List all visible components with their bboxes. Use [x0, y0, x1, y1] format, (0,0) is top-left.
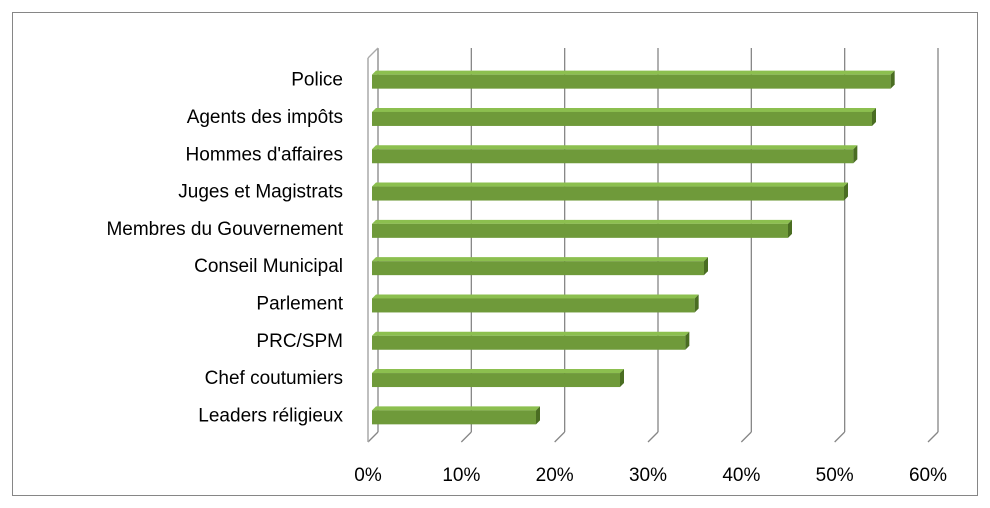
bar-front-face: [372, 261, 704, 276]
floor-tick: [647, 431, 659, 443]
bar-front-face: [372, 149, 854, 164]
bar-top-face: [372, 70, 895, 75]
bar-front-face: [372, 74, 891, 89]
bar-top-face: [372, 406, 540, 411]
bar-end-face: [890, 70, 895, 89]
bar-end-face: [853, 145, 858, 164]
bar: [372, 219, 792, 238]
bar-top-face: [372, 294, 699, 299]
bar: [372, 182, 848, 201]
bar: [372, 70, 895, 89]
bar-top-face: [372, 219, 792, 224]
bar-end-face: [788, 219, 792, 238]
category-label: Membres du Gouvernement: [106, 219, 343, 240]
left-wall-top: [367, 47, 379, 59]
x-tick-label: 60%: [909, 465, 947, 486]
x-tick-label: 50%: [816, 465, 854, 486]
bar: [372, 107, 876, 126]
bar-top-face: [372, 107, 876, 112]
floor-tick: [834, 431, 846, 443]
bar-front-face: [372, 410, 536, 425]
floor-tick: [740, 431, 752, 443]
category-label: Juges et Magistrats: [178, 182, 343, 203]
bar-front-face: [372, 335, 686, 350]
category-label: Chef coutumiers: [205, 368, 343, 389]
floor-tick: [460, 431, 472, 443]
bar: [372, 406, 540, 425]
bar: [372, 331, 690, 350]
bar-end-face: [694, 294, 699, 313]
bar: [372, 294, 699, 313]
bar-top-face: [372, 182, 848, 187]
category-label: Hommes d'affaires: [186, 144, 343, 165]
bar-top-face: [372, 145, 858, 150]
floor-tick: [554, 431, 566, 443]
bar-end-face: [536, 406, 540, 425]
bars: [372, 70, 895, 425]
bar: [372, 257, 708, 276]
bar-end-face: [685, 331, 690, 350]
bar-top-face: [372, 257, 708, 262]
bar-top-face: [372, 331, 690, 336]
x-tick-labels: 0% 10% 20% 30% 40% 50% 60%: [354, 465, 947, 486]
x-tick-label: 0%: [354, 465, 382, 486]
floor-tick: [927, 431, 939, 443]
bar: [372, 369, 624, 388]
bar-front-face: [372, 223, 788, 238]
bar-top-face: [372, 369, 624, 374]
x-tick-label: 20%: [536, 465, 574, 486]
category-labels: Police Agents des impôts Hommes d'affaires…: [106, 70, 343, 427]
category-label: Conseil Municipal: [194, 256, 343, 277]
floor-tick: [367, 431, 379, 443]
bar-end-face: [620, 369, 624, 388]
bar-end-face: [872, 107, 876, 126]
category-label: Parlement: [256, 293, 343, 314]
category-label: Police: [291, 70, 343, 91]
bar-front-face: [372, 186, 844, 201]
bar-front-face: [372, 298, 695, 313]
bar-front-face: [372, 373, 620, 388]
x-tick-label: 40%: [722, 465, 760, 486]
category-label: PRC/SPM: [256, 331, 343, 352]
x-tick-label: 10%: [442, 465, 480, 486]
bar-end-face: [704, 257, 708, 276]
bar-end-face: [844, 182, 848, 201]
category-label: Leaders réligieux: [198, 405, 343, 426]
bar: [372, 145, 858, 164]
bar-front-face: [372, 111, 872, 126]
x-tick-label: 30%: [629, 465, 667, 486]
category-label: Agents des impôts: [187, 107, 343, 128]
